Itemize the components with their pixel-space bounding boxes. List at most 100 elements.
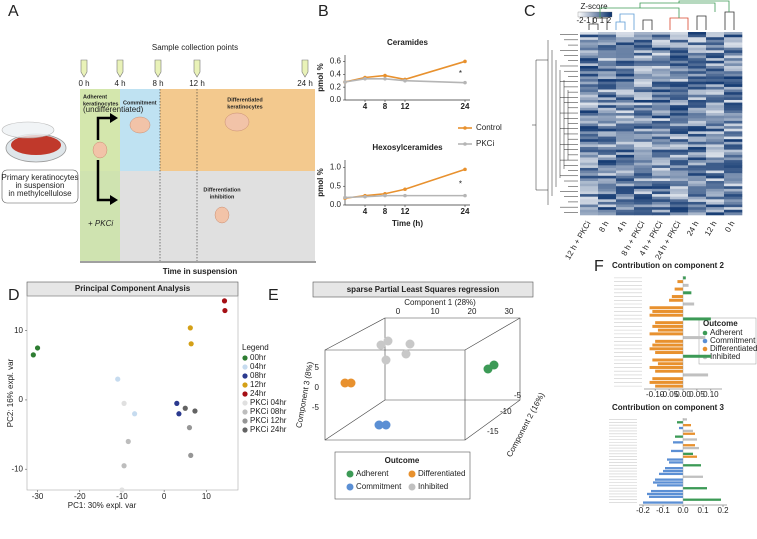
- legend-swatch: [242, 364, 248, 370]
- heatmap-cell: [616, 102, 635, 106]
- chart-title: Ceramides: [387, 38, 428, 47]
- heatmap-cell: [724, 105, 743, 109]
- heatmap-cell: [688, 79, 707, 82]
- heatmap-cell: [634, 188, 653, 192]
- heatmap-cell: [706, 89, 725, 93]
- axis-label: Time in suspension: [163, 267, 238, 276]
- legend-swatch: [242, 382, 248, 388]
- bar: [675, 435, 683, 438]
- heatmap-cell: [724, 110, 743, 114]
- heatmap-cell: [580, 183, 599, 187]
- heatmap-cell: [724, 133, 743, 137]
- heatmap-cell: [616, 32, 635, 35]
- heatmap-cell: [616, 84, 635, 88]
- heatmap-cell: [706, 191, 725, 195]
- heatmap-cell: [724, 204, 743, 208]
- heatmap-cell: [670, 139, 689, 143]
- heatmap-cell: [706, 167, 725, 171]
- x-tick-label: 0.00: [675, 390, 691, 399]
- heatmap-cell: [688, 199, 707, 203]
- heatmap-cell: [670, 186, 689, 190]
- heatmap-cell: [652, 191, 671, 195]
- heatmap-cell: [616, 55, 635, 59]
- heatmap-cell: [616, 144, 635, 148]
- x-tick-label: 12: [401, 102, 410, 111]
- heatmap-cell: [616, 42, 635, 46]
- heatmap-cell: [652, 199, 671, 203]
- arrow: [96, 116, 110, 140]
- heatmap-cell: [670, 188, 689, 192]
- heatmap-cell: [724, 52, 743, 56]
- heatmap-cell: [706, 45, 725, 48]
- heatmap-cell: [670, 131, 689, 135]
- heatmap-cell: [598, 58, 617, 62]
- axis-label: Component 3 (8%): [294, 361, 315, 429]
- heatmap-cell: [652, 188, 671, 192]
- tubes: [80, 59, 309, 78]
- column-label: 12 h + PKCi: [563, 219, 592, 261]
- heatmap-cell: [706, 94, 725, 98]
- heatmap-cell: [670, 178, 689, 182]
- heatmap-cell: [634, 68, 653, 72]
- heatmap-cell: [598, 115, 617, 119]
- heatmap-cell: [706, 157, 725, 161]
- heatmap-cell: [598, 183, 617, 187]
- heatmap-cell: [598, 120, 617, 124]
- heatmap-cell: [724, 167, 743, 171]
- heatmap-cell: [634, 128, 653, 132]
- heatmap-cell: [634, 47, 653, 51]
- heatmap-cell: [634, 209, 653, 213]
- heatmap-cell: [634, 175, 653, 179]
- heatmap-cell: [652, 76, 671, 80]
- heatmap-cell: [616, 50, 635, 54]
- heatmap-cell: [616, 160, 635, 164]
- legend-label: PKCi 08hr: [250, 407, 287, 416]
- heatmap-cell: [688, 97, 707, 101]
- heatmap-cell: [652, 131, 671, 135]
- timepoint: 24 h: [297, 79, 313, 88]
- heatmap-cell: [688, 92, 707, 96]
- heatmap-cell: [706, 65, 725, 69]
- heatmap-cell: [598, 34, 617, 38]
- heatmap-cell: [634, 86, 653, 90]
- heatmap-cell: [652, 126, 671, 130]
- heatmap-cell: [580, 115, 599, 119]
- heatmap-cell: [706, 92, 725, 96]
- heatmap-cell: [724, 186, 743, 190]
- heatmap-cell: [634, 194, 653, 197]
- heatmap-cell: [688, 118, 707, 122]
- heatmap-cell: [670, 120, 689, 124]
- bar: [683, 446, 699, 450]
- heatmap-cell: [706, 73, 725, 77]
- heatmap-cell: [670, 165, 689, 169]
- data-point: [221, 298, 228, 304]
- heatmap-cell: [580, 157, 599, 161]
- heatmap-cell: [616, 71, 635, 75]
- heatmap-cell: [580, 123, 599, 127]
- legend-label: Commitment: [710, 336, 756, 345]
- heatmap-cell: [688, 71, 707, 75]
- bar: [683, 444, 695, 447]
- bar: [679, 426, 683, 430]
- heatmap-cell: [670, 99, 689, 103]
- heatmap-cell: [580, 50, 599, 54]
- data-point: [132, 411, 138, 417]
- legend-swatch: [242, 400, 248, 406]
- heatmap-cell: [706, 212, 725, 216]
- heatmap-cell: [670, 194, 689, 197]
- heatmap-cell: [724, 131, 743, 135]
- heatmap-cell: [616, 162, 635, 166]
- tube: [116, 59, 124, 78]
- heatmap-cell: [724, 94, 743, 98]
- heatmap-cell: [688, 144, 707, 148]
- bar: [677, 280, 683, 284]
- heatmap-cell: [652, 118, 671, 122]
- scale-tick: 0: [593, 16, 598, 25]
- heatmap-cell: [724, 42, 743, 46]
- heatmap-cell: [688, 99, 707, 103]
- arrows: [96, 116, 110, 202]
- axis-label: Component 1 (28%): [404, 298, 476, 307]
- heatmap-cell: [670, 89, 689, 93]
- heatmap-cell: [724, 92, 743, 96]
- zone-label: keratinocytes: [83, 101, 118, 107]
